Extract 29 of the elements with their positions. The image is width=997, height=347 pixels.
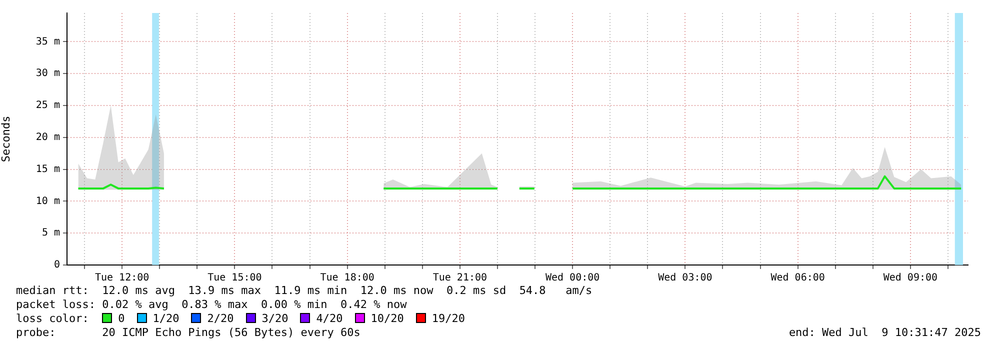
- legend-title: loss color:: [16, 312, 90, 325]
- y-tick-label: 30 m: [36, 68, 60, 80]
- y-axis-title: Seconds: [0, 116, 12, 162]
- legend-label: 0: [118, 312, 125, 325]
- y-tick-label: 20 m: [36, 132, 60, 143]
- y-tick-label: 15 m: [36, 164, 60, 175]
- y-tick-label: 5 m: [42, 228, 60, 239]
- legend-label: 10/20: [370, 312, 404, 325]
- x-tick-label: Wed 06:00: [770, 272, 825, 284]
- legend-label: 1/20: [152, 312, 180, 325]
- text: packet loss: 0.02 % avg 0.83 % max 0.00 % min 0.42 % now: [16, 298, 407, 312]
- y-tick-label: 0: [54, 260, 60, 271]
- x-tick-label: Wed 03:00: [658, 272, 712, 284]
- y-tick-label: 25 m: [36, 100, 60, 112]
- y-tick-label: 35 m: [36, 36, 60, 48]
- legend-label: 19/20: [432, 312, 465, 325]
- x-tick-label: Tue 18:00: [320, 272, 374, 284]
- x-tick-label: Tue 12:00: [94, 272, 150, 284]
- text: median rtt: 12.0 ms avg 13.9 ms max 11.9 ms min 12.0 ms now 0.2 ms sd 54.8 am/s: [16, 284, 592, 298]
- text: probe: 20 ICMP Echo Pings (56 Bytes) every 60s: [16, 326, 360, 340]
- legend-label: 3/20: [262, 312, 288, 325]
- legend-label: 2/20: [207, 312, 234, 325]
- legend-label: 4/20: [316, 312, 343, 325]
- x-tick-label: Tue 21:00: [432, 272, 488, 284]
- text: end: Wed Jul 9 10:31:47 2025: [788, 326, 981, 340]
- y-tick-label: 10 m: [36, 196, 60, 207]
- x-tick-label: Wed 00:00: [545, 272, 600, 284]
- x-tick-label: Wed 09:00: [883, 272, 938, 284]
- x-tick-label: Tue 15:00: [208, 272, 262, 284]
